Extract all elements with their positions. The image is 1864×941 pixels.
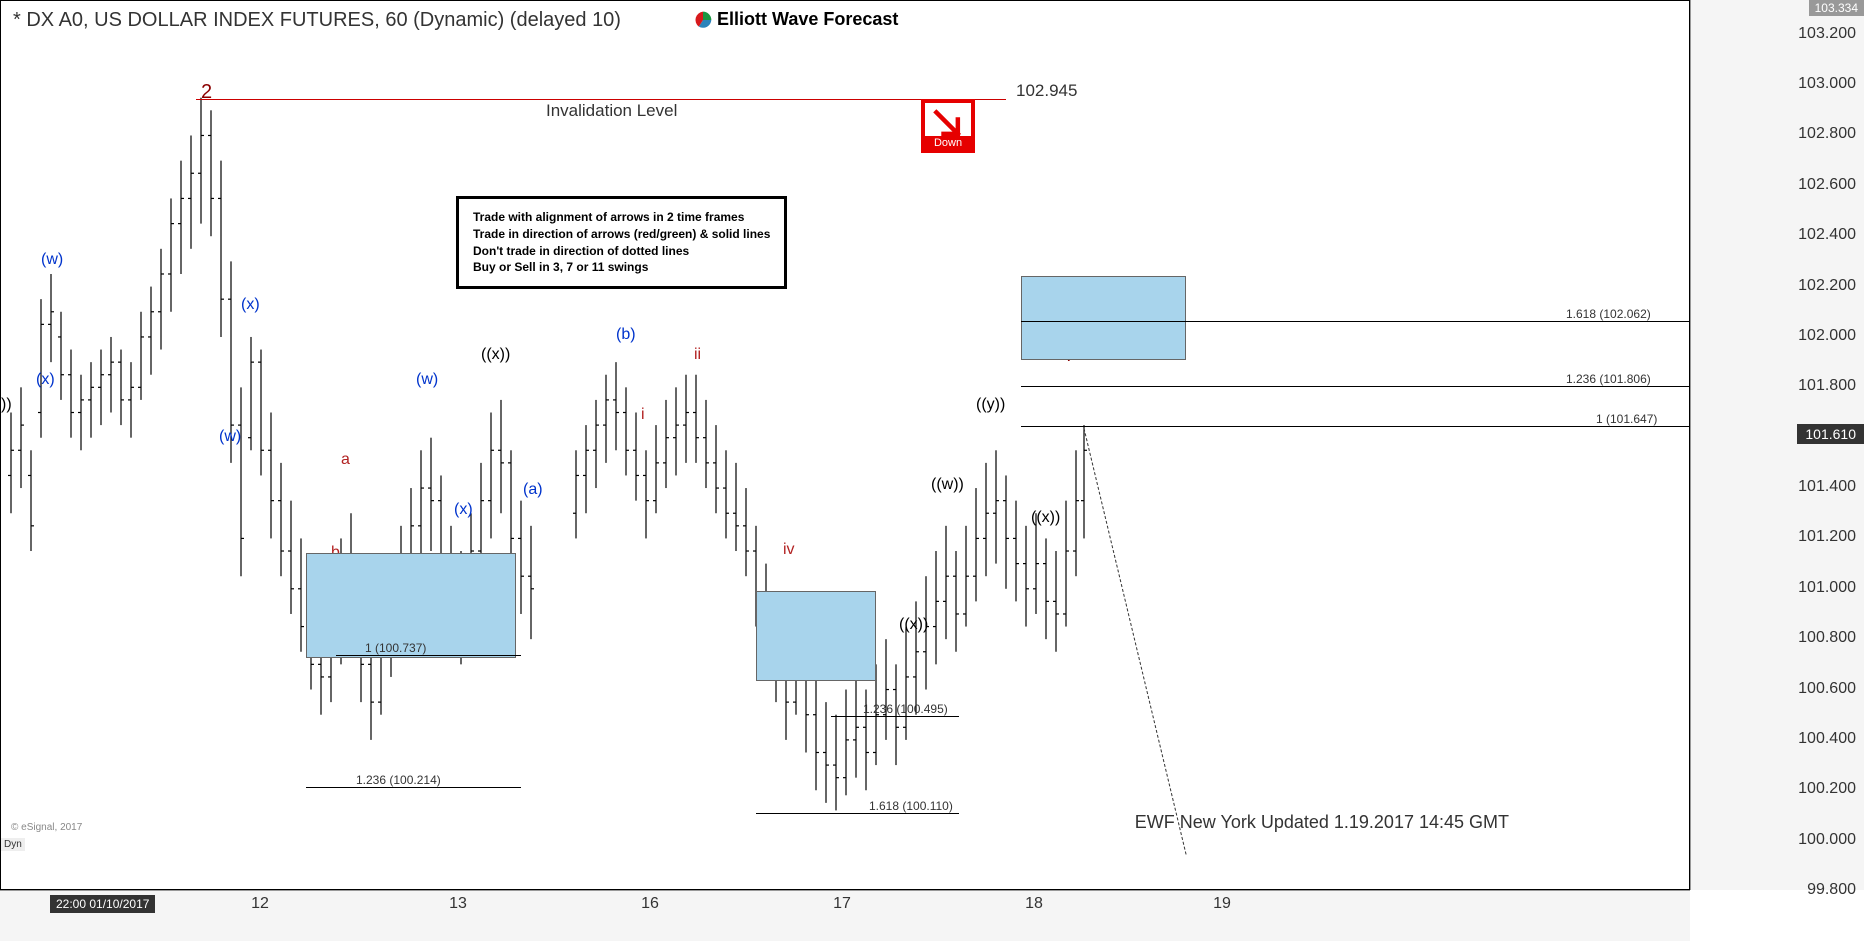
- y-axis: 103.334 103.200 103.000 102.800 102.600 102.…: [1690, 0, 1864, 890]
- wave-label: i: [641, 406, 645, 424]
- logo-icon: [693, 10, 713, 30]
- fib-line: [336, 655, 521, 656]
- x-tick: 12: [251, 895, 269, 913]
- fib-label: 1.236 (101.806): [1566, 372, 1651, 386]
- x-date-marker: 22:00 01/10/2017: [50, 895, 155, 913]
- x-tick: 13: [449, 895, 467, 913]
- fib-line: [306, 787, 521, 788]
- y-tick: 102.200: [1798, 277, 1856, 295]
- y-tick: 100.200: [1798, 780, 1856, 798]
- target-box: [1021, 276, 1186, 360]
- y-tick: 103.200: [1798, 25, 1856, 43]
- wave-label: a: [341, 451, 350, 469]
- wave-label: (x): [241, 296, 260, 314]
- fib-line: [1021, 321, 1691, 322]
- y-tick: 100.400: [1798, 730, 1856, 748]
- wave-label: iv: [783, 541, 795, 559]
- wave-label: (a): [523, 481, 543, 499]
- target-box: [756, 591, 876, 681]
- y-tick: 100.000: [1798, 831, 1856, 849]
- copyright: © eSignal, 2017: [11, 822, 82, 833]
- wave-label: ((x)): [899, 616, 928, 634]
- y-tick: 101.400: [1798, 478, 1856, 496]
- wave-label: ((x)): [1031, 509, 1060, 527]
- chart-title: * DX A0, US DOLLAR INDEX FUTURES, 60 (Dy…: [13, 9, 621, 32]
- info-line: Don't trade in direction of dotted lines: [473, 243, 770, 260]
- wave-label: (x): [454, 501, 473, 519]
- trading-rules-box: Trade with alignment of arrows in 2 time…: [456, 196, 787, 289]
- y-tick: 102.600: [1798, 176, 1856, 194]
- info-line: Buy or Sell in 3, 7 or 11 swings: [473, 259, 770, 276]
- y-tick: 101.000: [1798, 579, 1856, 597]
- y-tick: 102.400: [1798, 226, 1856, 244]
- wave-label: ((x)): [481, 346, 510, 364]
- wave-label: ((y)): [976, 396, 1005, 414]
- fib-label: 1.618 (102.062): [1566, 307, 1651, 321]
- y-tick: 102.800: [1798, 125, 1856, 143]
- fib-label: 1.618 (100.110): [869, 799, 953, 813]
- y-tick: 99.800: [1807, 881, 1856, 899]
- chart-area[interactable]: * DX A0, US DOLLAR INDEX FUTURES, 60 (Dy…: [0, 0, 1690, 890]
- down-indicator: Down: [921, 99, 975, 153]
- x-axis: 22:00 01/10/2017 12 13 16 17 18 19: [0, 890, 1690, 941]
- footer-timestamp: EWF New York Updated 1.19.2017 14:45 GMT: [1135, 812, 1509, 833]
- fib-line: [831, 716, 959, 717]
- y-tick: 101.200: [1798, 528, 1856, 546]
- fib-line: [1021, 426, 1691, 427]
- wave-label: )): [1, 396, 12, 414]
- wave-label: 2: [201, 81, 212, 104]
- y-tick: 100.600: [1798, 680, 1856, 698]
- y-top-marker: 103.334: [1809, 0, 1864, 16]
- y-tick: 103.000: [1798, 75, 1856, 93]
- fib-label: 1 (100.737): [365, 641, 426, 655]
- logo-text: Elliott Wave Forecast: [717, 9, 898, 29]
- current-price-marker: 101.610: [1797, 424, 1864, 444]
- dyn-badge: Dyn: [1, 838, 25, 851]
- x-tick: 19: [1213, 895, 1231, 913]
- fib-line: [1021, 386, 1691, 387]
- y-tick: 101.800: [1798, 377, 1856, 395]
- fib-label: 1.236 (100.214): [356, 773, 441, 787]
- info-line: Trade with alignment of arrows in 2 time…: [473, 209, 770, 226]
- x-tick: 16: [641, 895, 659, 913]
- wave-label: (w): [219, 428, 241, 446]
- logo: Elliott Wave Forecast: [693, 9, 898, 30]
- y-tick: 100.800: [1798, 629, 1856, 647]
- invalidation-price: 102.945: [1016, 81, 1077, 101]
- fib-label: 1 (101.647): [1596, 412, 1657, 426]
- y-tick: 102.000: [1798, 327, 1856, 345]
- wave-label: (w): [41, 251, 63, 269]
- x-tick: 17: [833, 895, 851, 913]
- wave-label: ii: [694, 346, 701, 364]
- wave-label: (x): [36, 371, 55, 389]
- fib-line: [756, 813, 959, 814]
- wave-label: (b): [616, 326, 636, 344]
- fib-label: 1.236 (100.495): [863, 702, 948, 716]
- info-line: Trade in direction of arrows (red/green)…: [473, 226, 770, 243]
- invalidation-label: Invalidation Level: [546, 101, 677, 121]
- wave-label: ((w)): [931, 476, 964, 494]
- invalidation-line: [196, 99, 1006, 100]
- wave-label: (w): [416, 371, 438, 389]
- price-candles: [1, 1, 1691, 891]
- down-label: Down: [925, 136, 971, 150]
- x-tick: 18: [1025, 895, 1043, 913]
